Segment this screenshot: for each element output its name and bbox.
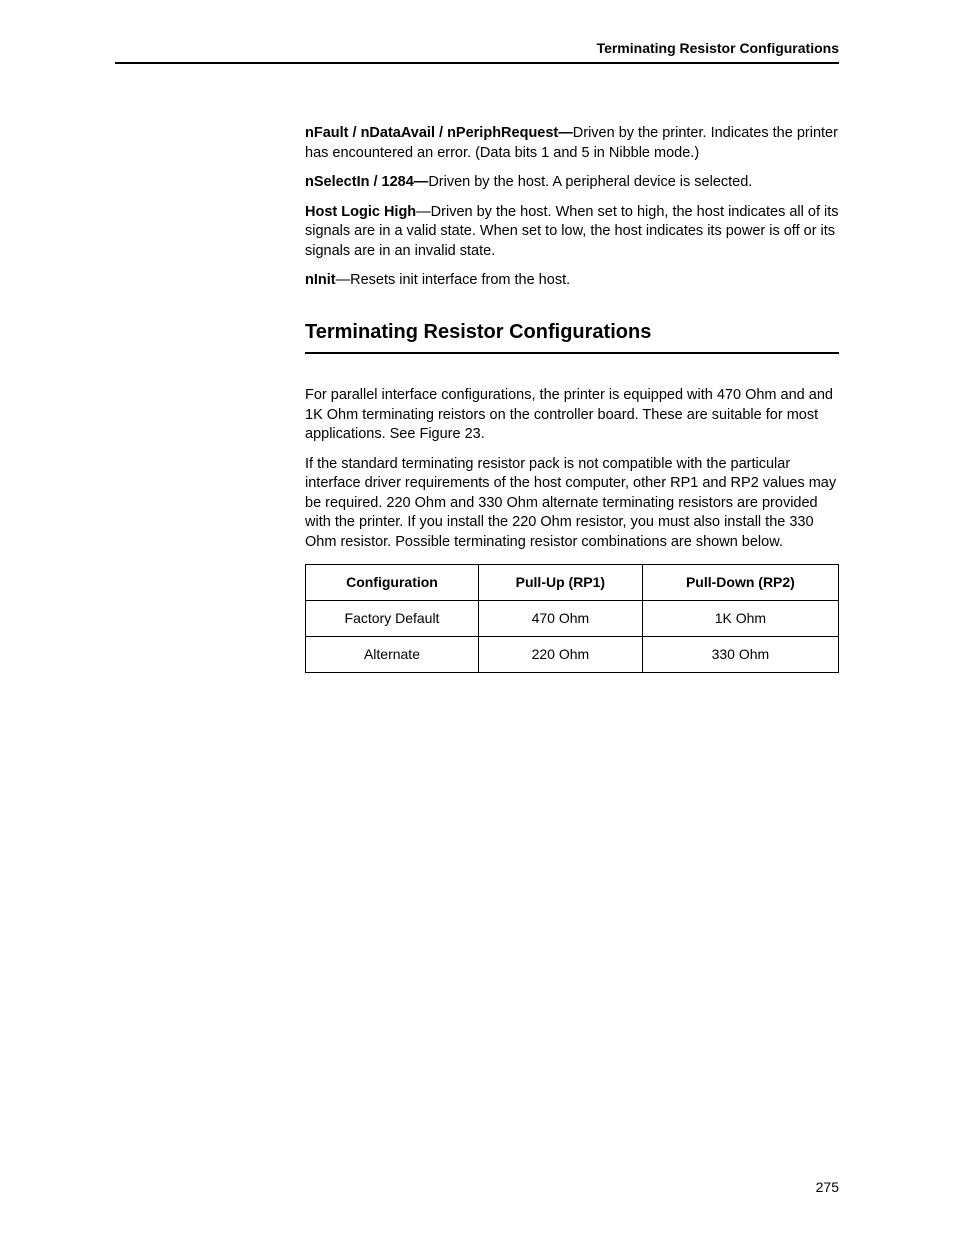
section-para-1: For parallel interface configurations, t… [305,386,839,445]
signal-desc-2: Driven by the host. A peripheral device … [428,174,752,190]
table-header-cell: Pull-Down (RP2) [642,565,838,601]
signal-desc-4: —Resets init interface from the host. [336,272,571,288]
signal-name-1: nFault / nDataAvail / nPeriphRequest— [305,125,573,141]
table-header-cell: Configuration [306,565,479,601]
table-header-cell: Pull-Up (RP1) [478,565,642,601]
signal-name-2: nSelectIn / 1284— [305,174,428,190]
table-cell: Alternate [306,637,479,673]
signal-name-3: Host Logic High [305,204,416,220]
table-cell: Factory Default [306,601,479,637]
table-header-row: Configuration Pull-Up (RP1) Pull-Down (R… [306,565,839,601]
content-area: nFault / nDataAvail / nPeriphRequest— Dri… [305,124,839,673]
page: Terminating Resistor Configurations nFau… [0,0,954,1235]
signal-para-4: nInit—Resets init interface from the hos… [305,271,839,291]
table-cell: 220 Ohm [478,637,642,673]
signal-para-2: nSelectIn / 1284—Driven by the host. A p… [305,173,839,193]
signal-para-1: nFault / nDataAvail / nPeriphRequest—Dri… [305,124,839,163]
table-cell: 1K Ohm [642,601,838,637]
signal-para-3: Host Logic High—Driven by the host. When… [305,203,839,262]
resistor-table: Configuration Pull-Up (RP1) Pull-Down (R… [305,564,839,673]
table-row: Factory Default 470 Ohm 1K Ohm [306,601,839,637]
header-rule [115,62,839,64]
section-rule [305,352,839,354]
page-header-title: Terminating Resistor Configurations [115,40,839,56]
table-cell: 330 Ohm [642,637,838,673]
section-para-2: If the standard terminating resistor pac… [305,455,839,553]
table-cell: 470 Ohm [478,601,642,637]
page-number: 275 [816,1179,839,1195]
table-row: Alternate 220 Ohm 330 Ohm [306,637,839,673]
signal-name-4: nInit [305,272,336,288]
section-title: Terminating Resistor Configurations [305,319,839,346]
